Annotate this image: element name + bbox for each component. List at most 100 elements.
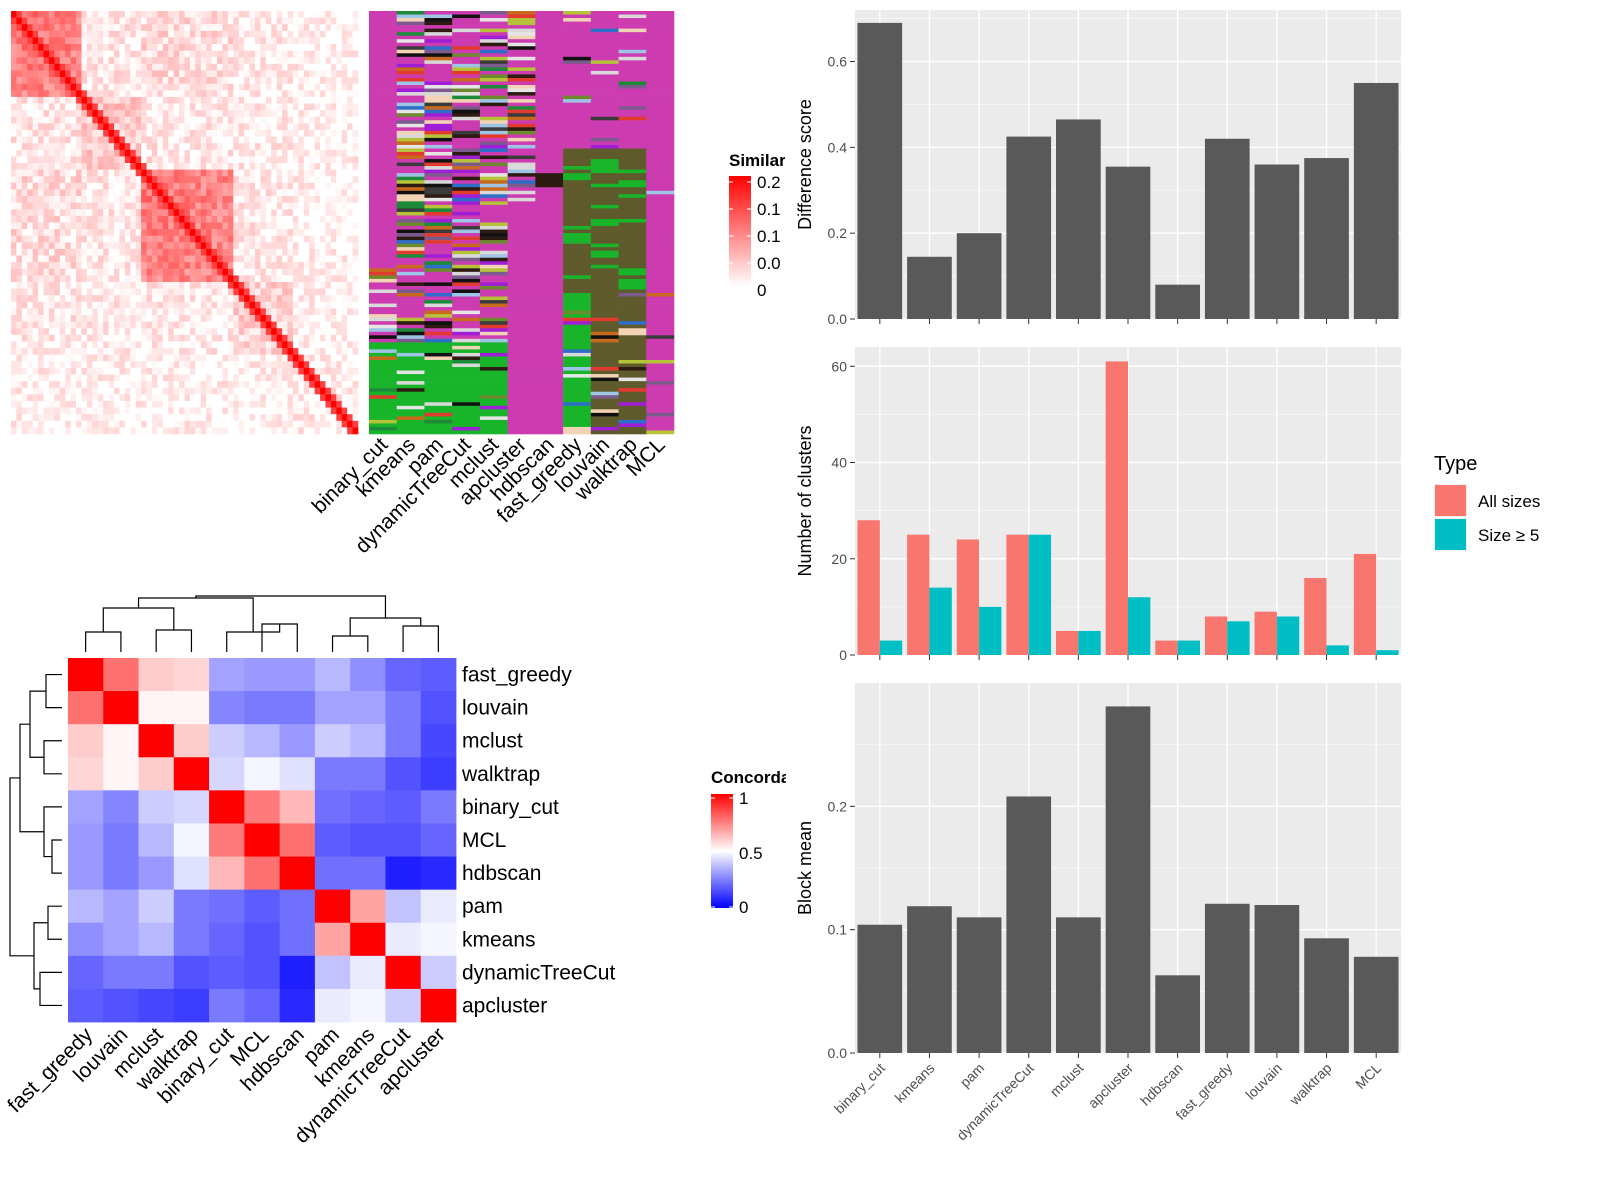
similarity-cell xyxy=(341,143,348,151)
similarity-cell xyxy=(260,215,267,223)
similarity-cell xyxy=(103,63,109,71)
partition-cell xyxy=(646,113,675,118)
similarity-cell xyxy=(341,50,348,58)
similarity-cell xyxy=(70,361,77,369)
similarity-cell xyxy=(254,288,261,296)
similarity-cell xyxy=(260,354,267,362)
partition-cell xyxy=(479,109,508,114)
similarity-cell xyxy=(70,44,77,51)
similarity-cell xyxy=(249,70,256,78)
similarity-cell xyxy=(130,255,136,263)
similarity-cell xyxy=(124,136,131,144)
partition-cell xyxy=(479,92,508,96)
partition-cell xyxy=(646,56,675,61)
similarity-cell xyxy=(27,301,33,309)
similarity-cell xyxy=(298,24,305,32)
similarity-cell xyxy=(341,288,348,296)
similarity-cell xyxy=(48,83,55,91)
similarity-cell xyxy=(168,301,174,309)
similarity-cell xyxy=(330,156,337,164)
similarity-cell xyxy=(352,407,359,415)
similarity-cell xyxy=(92,414,99,422)
partition-cell xyxy=(507,169,536,174)
similarity-cell xyxy=(314,367,321,375)
similarity-cell xyxy=(200,394,207,402)
partition-cell xyxy=(507,35,536,40)
similarity-cell xyxy=(179,222,185,230)
similarity-cell xyxy=(48,63,55,71)
similarity-cell xyxy=(282,156,288,164)
partition-cell xyxy=(396,106,425,110)
similarity-cell xyxy=(65,196,71,203)
similarity-cell xyxy=(325,387,332,395)
similarity-cell xyxy=(195,136,202,144)
similarity-cell xyxy=(352,308,359,316)
similarity-cell xyxy=(189,30,196,38)
similarity-cell xyxy=(92,427,99,435)
similarity-cell xyxy=(320,255,326,263)
partition-cell xyxy=(507,268,536,273)
similarity-cell xyxy=(282,229,288,237)
partition-cell xyxy=(590,183,619,188)
similarity-cell xyxy=(254,301,261,309)
similarity-cell xyxy=(287,400,294,408)
similarity-cell xyxy=(27,427,33,435)
similarity-cell xyxy=(347,255,353,263)
similarity-cell xyxy=(157,70,164,78)
similarity-cell xyxy=(227,374,234,382)
similarity-cell xyxy=(292,196,299,203)
similarity-cell xyxy=(244,222,250,230)
similarity-cell xyxy=(135,334,142,342)
similarity-cell xyxy=(103,374,109,382)
partition-cell xyxy=(396,247,425,251)
similarity-cell xyxy=(347,328,353,336)
similarity-cell xyxy=(54,262,61,270)
similarity-cell xyxy=(254,149,261,157)
similarity-cell xyxy=(222,407,229,415)
similarity-cell xyxy=(249,281,256,289)
similarity-cell xyxy=(179,295,185,303)
similarity-cell xyxy=(336,321,343,329)
similarity-cell xyxy=(157,281,164,289)
similarity-cell xyxy=(108,116,115,124)
similarity-cell xyxy=(70,11,77,18)
similarity-cell xyxy=(336,44,343,51)
partition-cell xyxy=(646,18,675,22)
similarity-cell xyxy=(130,83,136,91)
partition-cell xyxy=(452,162,481,167)
partition-cell xyxy=(618,130,647,135)
similarity-cell xyxy=(59,229,66,237)
similarity-cell xyxy=(330,103,337,111)
partition-cell xyxy=(618,141,647,146)
similarity-cell xyxy=(309,328,315,336)
similarity-cell xyxy=(76,110,82,118)
similarity-cell xyxy=(233,17,240,25)
similarity-cell xyxy=(92,30,99,38)
similarity-cell xyxy=(86,275,93,283)
similarity-cell xyxy=(43,367,50,375)
similarity-cell xyxy=(173,255,180,263)
similarity-cell xyxy=(189,407,196,415)
similarity-cell xyxy=(282,96,288,104)
similarity-cell xyxy=(184,182,191,190)
similarity-cell xyxy=(16,400,23,408)
similarity-cell xyxy=(81,394,88,402)
similarity-cell xyxy=(70,209,77,217)
similarity-cell xyxy=(27,374,33,382)
similarity-cell xyxy=(54,255,61,263)
similarity-cell xyxy=(27,235,33,243)
similarity-cell xyxy=(298,90,305,98)
similarity-cell xyxy=(336,189,343,197)
similarity-cell xyxy=(325,136,332,144)
similarity-cell xyxy=(32,163,39,170)
similarity-cell xyxy=(130,169,136,177)
similarity-cell xyxy=(211,308,218,316)
similarity-cell xyxy=(130,308,136,316)
similarity-cell xyxy=(309,44,315,51)
similarity-cell xyxy=(298,143,305,151)
similarity-cell xyxy=(114,381,120,389)
similarity-cell xyxy=(254,407,261,415)
similarity-cell xyxy=(108,281,115,289)
partition-cell xyxy=(424,208,453,213)
partition-cell xyxy=(618,197,647,202)
